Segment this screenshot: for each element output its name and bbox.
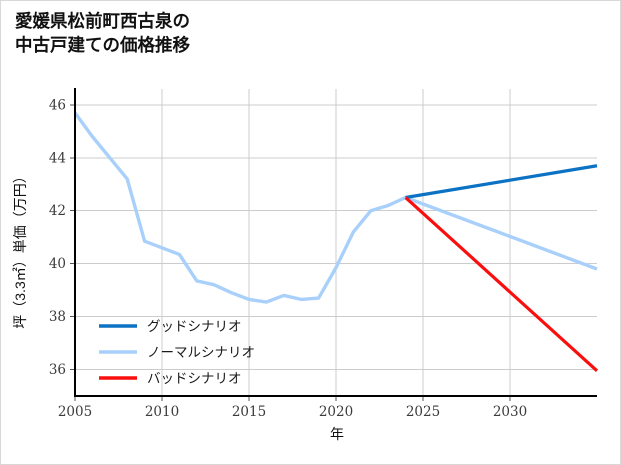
legend-label: ノーマルシナリオ [147,345,255,360]
y-axis-title: 坪（3.3㎡）単価（万円） [12,169,28,328]
legend-label: バッドシナリオ [147,371,242,386]
y-tick-label: 38 [49,309,66,325]
x-tick-label: 2025 [406,404,440,420]
x-tick-label: 2005 [58,404,92,420]
legend-label: グッドシナリオ [147,319,242,334]
y-tick-label: 44 [49,150,66,166]
x-tick-label: 2020 [319,404,353,420]
gridlines-group [70,89,597,401]
x-tick-label: 2010 [145,404,179,420]
axis-spines-group [73,88,597,398]
y-tick-label: 36 [49,362,66,378]
chart-title: 愛媛県松前町西古泉の 中古戸建ての価格推移 [15,11,190,56]
y-tick-label: 40 [49,256,66,272]
series-line-good [405,164,598,200]
series-line-bad [404,196,599,373]
series-line-normal [73,111,598,304]
series-group [73,111,599,373]
x-tick-label: 2015 [232,404,266,420]
tick-labels-group: 36 38 40 42 44 46 2005 2010 2015 2020 2025 2030 [49,97,527,420]
x-tick-label: 2030 [493,404,527,420]
x-axis-title: 年 [330,426,344,442]
y-tick-label: 46 [49,97,66,113]
y-tick-label: 42 [49,203,66,219]
